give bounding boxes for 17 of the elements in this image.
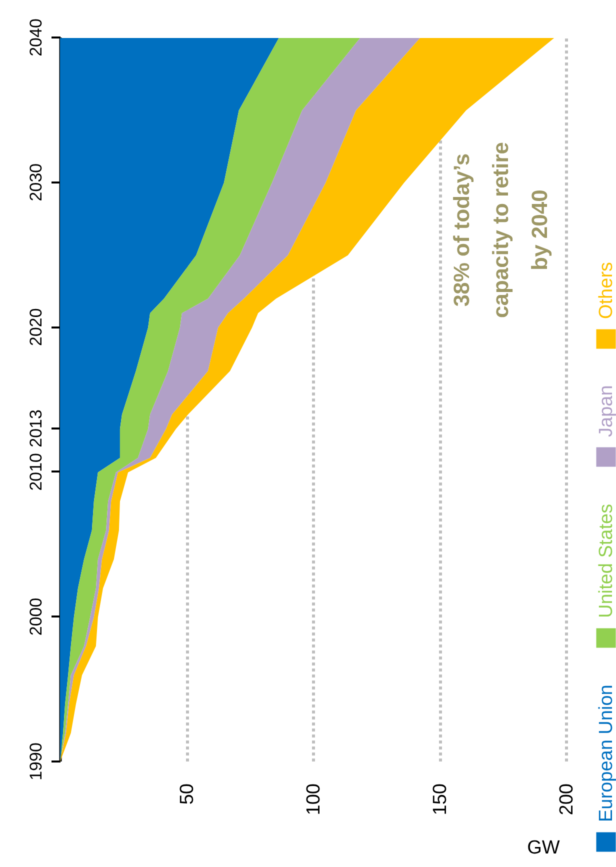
x-tick-label: 200 [556, 784, 578, 816]
x-axis-title: GW [527, 838, 560, 858]
text: Japan [596, 385, 616, 437]
y-tick-label: 2010 [26, 452, 46, 491]
y-tick-label: 1990 [26, 742, 46, 780]
y-tick-label: 2040 [26, 18, 46, 56]
y-tick-label: 2020 [26, 308, 46, 346]
x-tick-label: 150 [430, 784, 451, 816]
x-tick-label: 100 [304, 784, 324, 816]
annotation: 38% of today’s capacity to retire by 2040 [449, 142, 552, 318]
x-tick-label: 50 [177, 784, 198, 805]
text: Others [596, 262, 616, 319]
text: United States [596, 504, 616, 618]
text: European Union [596, 684, 616, 822]
y-tick-label: 2013 [26, 410, 46, 448]
y-tick-label: 2000 [26, 598, 46, 636]
y-tick-label: 2030 [26, 163, 46, 202]
